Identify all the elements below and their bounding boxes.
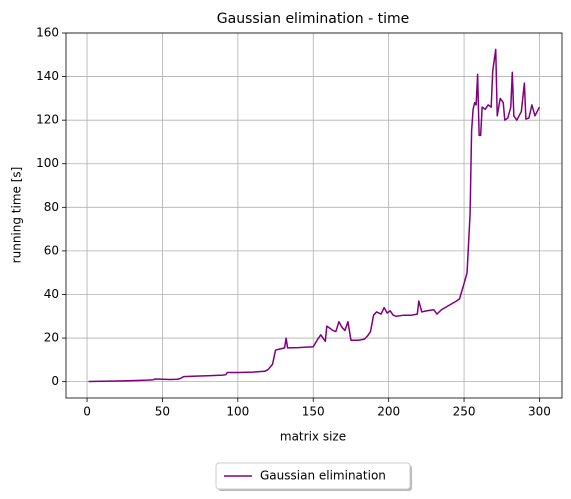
x-tick-label: 100 <box>226 405 249 419</box>
y-tick-label: 160 <box>36 26 59 40</box>
y-tick-label: 100 <box>36 156 59 170</box>
y-axis-label: running time [s] <box>10 167 24 264</box>
legend-label: Gaussian elimination <box>260 469 386 483</box>
x-tick-label: 50 <box>155 405 170 419</box>
x-tick-label: 150 <box>302 405 325 419</box>
x-tick-label: 200 <box>377 405 400 419</box>
y-tick-label: 40 <box>44 287 59 301</box>
y-tick-label: 140 <box>36 69 59 83</box>
x-tick-label: 0 <box>83 405 91 419</box>
y-tick-label: 0 <box>51 374 59 388</box>
legend: Gaussian elimination <box>215 462 412 491</box>
chart-title: Gaussian elimination - time <box>217 11 409 27</box>
x-tick-label: 250 <box>453 405 476 419</box>
y-tick-label: 60 <box>44 243 59 257</box>
y-tick-label: 80 <box>44 200 59 214</box>
y-tick-label: 20 <box>44 331 59 345</box>
plot-frame <box>65 32 563 399</box>
x-tick-label: 300 <box>528 405 551 419</box>
y-tick-label: 120 <box>36 113 59 127</box>
legend-box <box>215 462 411 490</box>
line-series <box>88 48 541 383</box>
x-axis-label: matrix size <box>280 430 346 444</box>
